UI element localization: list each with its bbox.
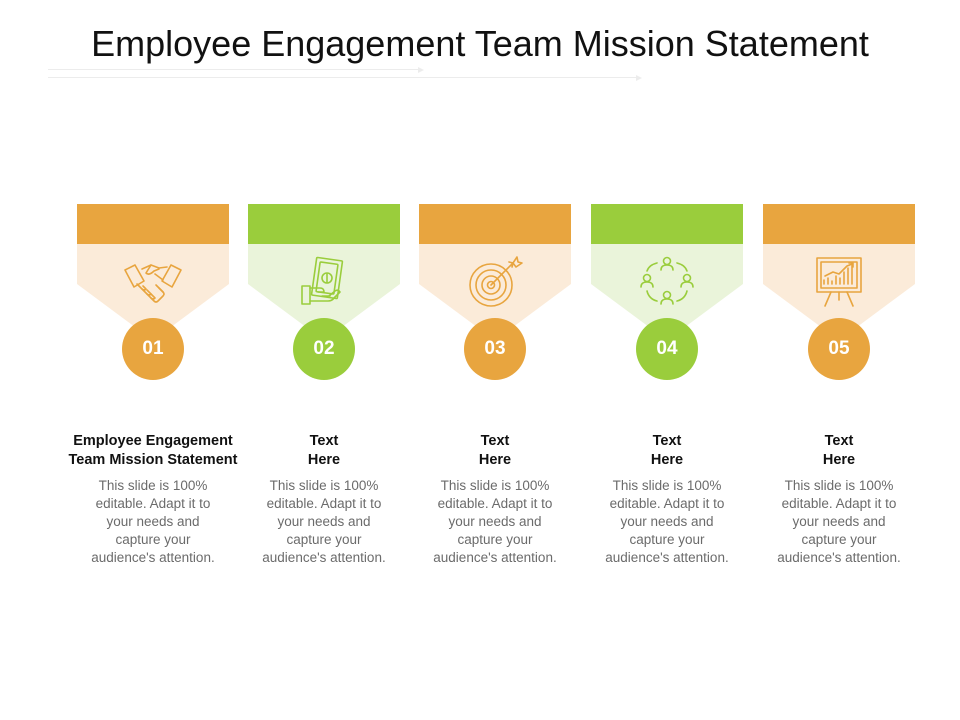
step-shape xyxy=(419,204,571,334)
step-description: This slide is 100% editable. Adapt it to… xyxy=(433,478,557,565)
money-hand-icon xyxy=(294,254,354,310)
step-heading-line2: Here xyxy=(650,452,684,468)
step-shape xyxy=(763,204,915,334)
target-arrow-icon xyxy=(465,254,525,310)
step-description: This slide is 100% editable. Adapt it to… xyxy=(605,478,729,565)
step-heading-line2: Here xyxy=(478,452,512,468)
step-heading: Text Here xyxy=(399,432,591,470)
step-shape xyxy=(248,204,400,334)
step-heading-line1: Text xyxy=(824,433,854,449)
step-heading-line1: Text xyxy=(480,433,510,449)
decorative-rule xyxy=(48,69,418,70)
step-heading: Text Here xyxy=(743,432,935,470)
presentation-chart-icon xyxy=(809,254,869,310)
decorative-arrow-tip xyxy=(418,67,424,73)
step-description: This slide is 100% editable. Adapt it to… xyxy=(91,478,215,565)
step-heading-line2: Team Mission Statement xyxy=(68,452,238,468)
slide-title: Employee Engagement Team Mission Stateme… xyxy=(91,23,869,64)
step-number-badge: 04 xyxy=(636,318,698,380)
step-description: This slide is 100% editable. Adapt it to… xyxy=(262,478,386,565)
step-shape xyxy=(591,204,743,334)
step-heading: Text Here xyxy=(228,432,420,470)
step-heading-line2: Here xyxy=(822,452,856,468)
team-network-icon xyxy=(637,254,697,310)
step-text: Employee Engagement Team Mission Stateme… xyxy=(57,432,249,567)
step-shape xyxy=(77,204,229,334)
decorative-arrow-tip xyxy=(636,75,642,81)
handshake-icon xyxy=(123,254,183,310)
step-heading: Text Here xyxy=(571,432,763,470)
step-number-badge: 03 xyxy=(464,318,526,380)
step-heading-line2: Here xyxy=(307,452,341,468)
step-heading-line1: Text xyxy=(309,433,339,449)
step-number-badge: 01 xyxy=(122,318,184,380)
step-number-badge: 02 xyxy=(293,318,355,380)
step-description: This slide is 100% editable. Adapt it to… xyxy=(777,478,901,565)
step-text: Text Here This slide is 100% editable. A… xyxy=(743,432,935,567)
step-heading-line1: Text xyxy=(652,433,682,449)
step-heading-line1: Employee Engagement xyxy=(73,433,233,449)
decorative-rule xyxy=(48,77,636,78)
step-heading: Employee Engagement Team Mission Stateme… xyxy=(57,432,249,470)
step-text: Text Here This slide is 100% editable. A… xyxy=(571,432,763,567)
step-text: Text Here This slide is 100% editable. A… xyxy=(228,432,420,567)
step-text: Text Here This slide is 100% editable. A… xyxy=(399,432,591,567)
step-number-badge: 05 xyxy=(808,318,870,380)
